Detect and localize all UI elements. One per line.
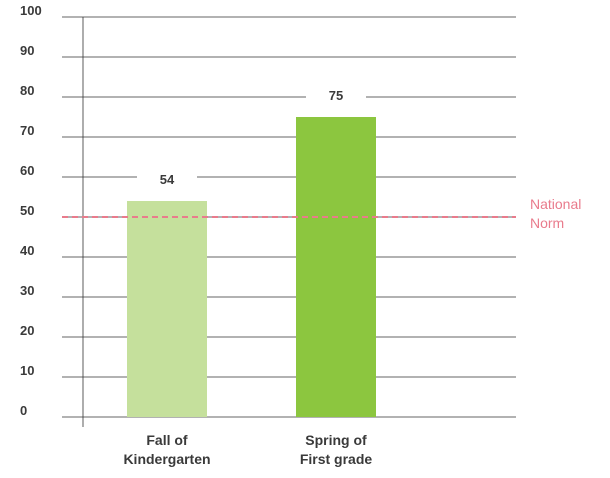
national-norm-line: National Norm [62, 196, 581, 231]
x-tick-label: Spring of First grade [300, 432, 373, 467]
bar-value-label: 54 [160, 172, 175, 187]
y-tick-label: 0 [20, 403, 27, 418]
value-label-background [137, 169, 197, 189]
reference-line-label: National Norm [530, 196, 581, 231]
y-tick-label: 100 [20, 3, 42, 18]
bar-value-label: 75 [329, 88, 343, 103]
y-tick-label: 90 [20, 43, 34, 58]
value-label-background [306, 85, 366, 105]
bar-value-labels: 54 75 [137, 85, 366, 189]
bar-0 [127, 201, 207, 417]
y-tick-label: 70 [20, 123, 34, 138]
y-tick-label: 10 [20, 363, 34, 378]
y-axis-tick-labels: 0 10 20 30 40 50 60 70 80 90 100 [20, 3, 42, 418]
bar-1 [296, 117, 376, 417]
y-tick-label: 50 [20, 203, 34, 218]
y-tick-label: 30 [20, 283, 34, 298]
y-tick-label: 60 [20, 163, 34, 178]
y-tick-label: 20 [20, 323, 34, 338]
y-tick-label: 40 [20, 243, 34, 258]
bars [127, 117, 376, 417]
x-axis-tick-labels: Fall of Kindergarten Spring of First grade [123, 432, 372, 467]
y-tick-label: 80 [20, 83, 34, 98]
x-tick-label: Fall of Kindergarten [123, 432, 210, 467]
